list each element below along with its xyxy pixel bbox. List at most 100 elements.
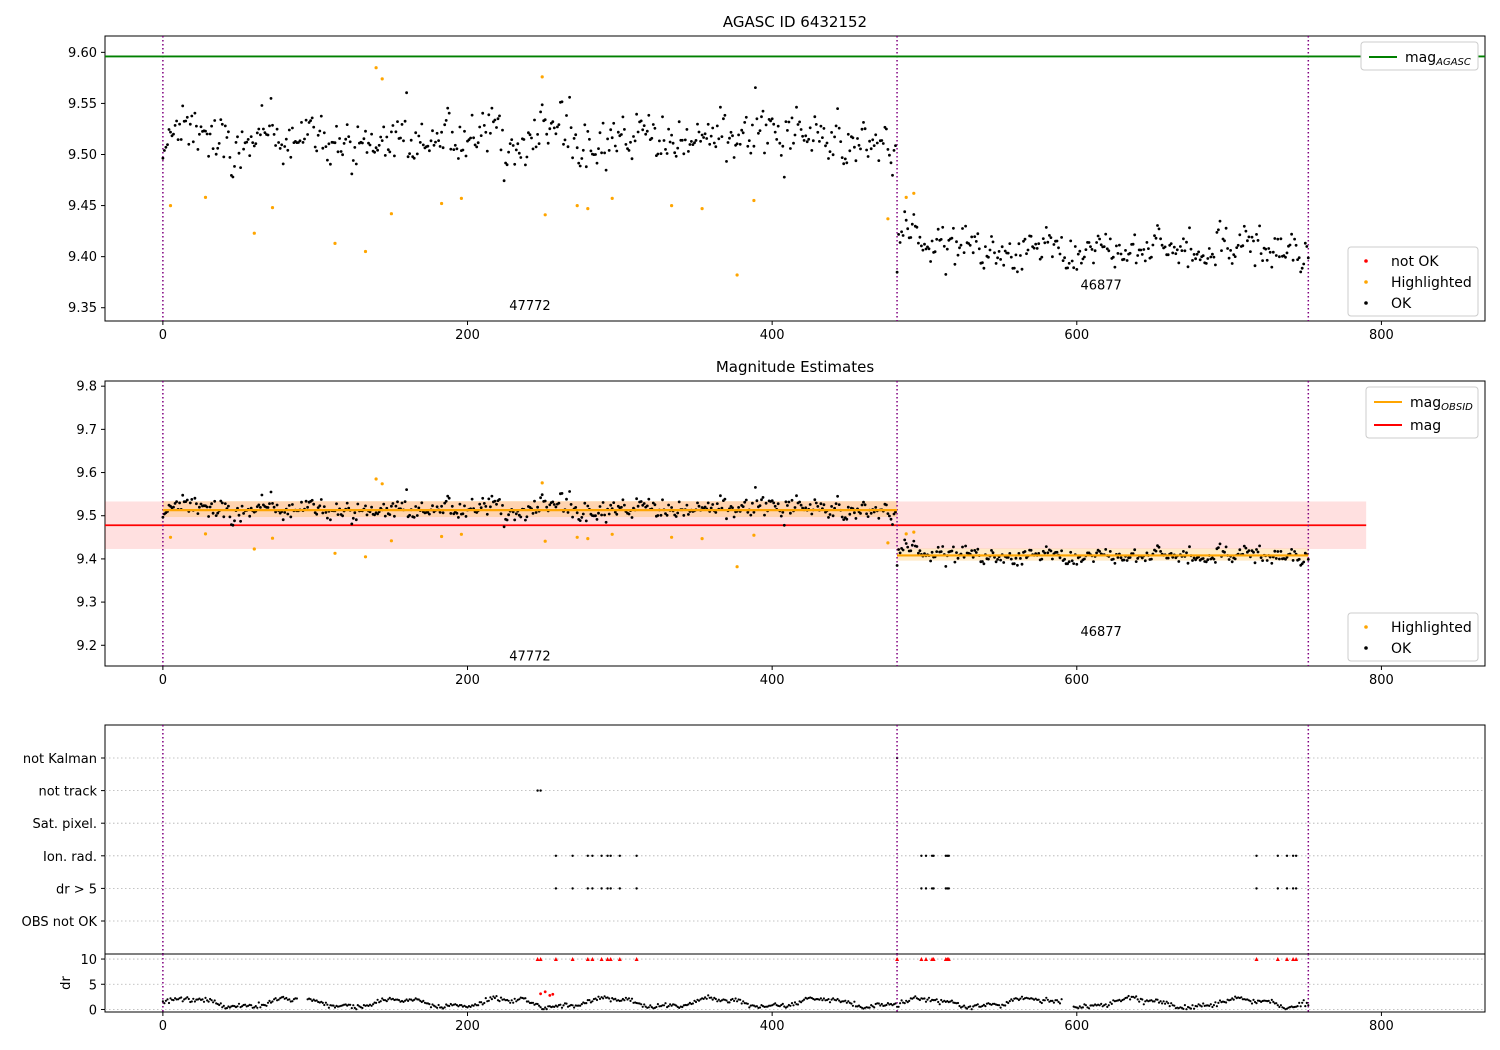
- dr-point: [670, 1004, 673, 1007]
- ok-point: [179, 138, 183, 141]
- dr-point: [614, 997, 617, 1001]
- ok-point: [918, 549, 922, 553]
- ok-point: [268, 124, 271, 128]
- dr-point: [1127, 994, 1130, 998]
- obsid-label: 47772: [509, 299, 550, 314]
- ok-point: [999, 258, 1002, 261]
- ok-point: [571, 515, 574, 519]
- dr-point: [545, 1008, 548, 1011]
- ok-point: [1306, 256, 1310, 260]
- ok-point: [795, 105, 798, 109]
- ok-point: [1297, 256, 1301, 260]
- ok-point: [1067, 560, 1071, 564]
- highlighted-point: [610, 196, 614, 200]
- ok-point: [740, 128, 744, 132]
- dr-point: [608, 997, 611, 1000]
- ok-point: [493, 499, 497, 503]
- ok-point: [761, 109, 765, 113]
- ok-point: [811, 139, 815, 143]
- dr-point: [987, 1002, 990, 1005]
- ok-point: [556, 125, 559, 129]
- dr-point: [734, 997, 737, 1000]
- ok-point: [632, 506, 635, 510]
- dr-point: [499, 996, 503, 999]
- ok-point: [1290, 232, 1293, 236]
- ok-point: [312, 125, 316, 129]
- ok-point: [374, 146, 378, 150]
- ok-point: [1072, 266, 1076, 270]
- ok-point: [929, 559, 932, 563]
- ok-point: [551, 500, 555, 504]
- ok-point: [764, 123, 768, 127]
- ok-point: [240, 504, 244, 508]
- p2-xtick-label: 200: [455, 673, 480, 688]
- ok-point: [565, 497, 568, 501]
- dr-point: [717, 998, 720, 1001]
- highlighted-point: [912, 191, 916, 195]
- ok-point: [754, 86, 757, 89]
- ok-point: [1096, 234, 1100, 238]
- ok-point: [789, 147, 792, 150]
- dr-point: [594, 997, 597, 1000]
- ok-point: [1247, 549, 1251, 552]
- ok-point: [840, 515, 844, 519]
- dr-point: [428, 1003, 431, 1006]
- ok-point: [175, 500, 179, 503]
- ok-point: [918, 235, 922, 239]
- dr-point: [1255, 1002, 1258, 1005]
- ok-point: [540, 103, 544, 107]
- dr-point: [1168, 1005, 1171, 1008]
- ok-point: [228, 156, 232, 159]
- ok-point: [836, 494, 839, 498]
- ok-point: [415, 152, 419, 156]
- p1-xtick-label: 400: [760, 328, 785, 343]
- ok-point: [239, 519, 243, 523]
- dr-point: [166, 998, 169, 1001]
- dr-point: [914, 995, 917, 998]
- ok-point: [400, 501, 404, 505]
- ok-point: [760, 115, 763, 119]
- ok-point: [825, 141, 829, 145]
- ok-point: [639, 119, 643, 123]
- legend-marker: [1364, 301, 1368, 305]
- dr-point: [1016, 997, 1019, 1000]
- dr-point: [1304, 1005, 1307, 1008]
- ok-point: [581, 148, 585, 152]
- ok-point: [901, 548, 905, 552]
- p4-xtick-label: 800: [1369, 1019, 1394, 1034]
- ok-point: [513, 162, 517, 166]
- ok-point: [420, 501, 424, 505]
- dr-point: [1037, 998, 1040, 1001]
- ok-point: [280, 143, 284, 147]
- ok-point: [444, 499, 448, 503]
- p2-xtick-label: 400: [760, 673, 785, 688]
- ok-point: [161, 156, 165, 160]
- ok-point: [970, 235, 974, 239]
- ok-point: [524, 518, 527, 522]
- dr-point: [1263, 999, 1266, 1002]
- ok-point: [731, 506, 734, 510]
- dr-point: [493, 996, 496, 1000]
- dr-point: [553, 1005, 556, 1009]
- legend-box: [1347, 612, 1479, 662]
- ok-point: [1188, 545, 1191, 549]
- ok-point: [700, 133, 704, 137]
- ok-point: [458, 125, 462, 129]
- ok-point: [1235, 246, 1239, 250]
- ok-point: [670, 133, 673, 137]
- dr-point: [845, 1001, 848, 1004]
- dr-point: [579, 1004, 582, 1007]
- ok-point: [536, 133, 539, 136]
- ok-point: [993, 251, 996, 255]
- p2-xtick-label: 600: [1064, 673, 1089, 688]
- flag-row-label: Sat. pixel.: [33, 817, 97, 832]
- dr-point: [851, 1004, 855, 1007]
- ok-point: [1136, 254, 1140, 257]
- ok-point: [569, 503, 573, 506]
- ok-point: [819, 124, 823, 128]
- dr-point: [1189, 1007, 1193, 1010]
- ok-point: [604, 520, 608, 524]
- p2-ytick-label: 9.2: [76, 639, 97, 654]
- ok-point: [1104, 232, 1108, 236]
- ok-point: [452, 148, 456, 152]
